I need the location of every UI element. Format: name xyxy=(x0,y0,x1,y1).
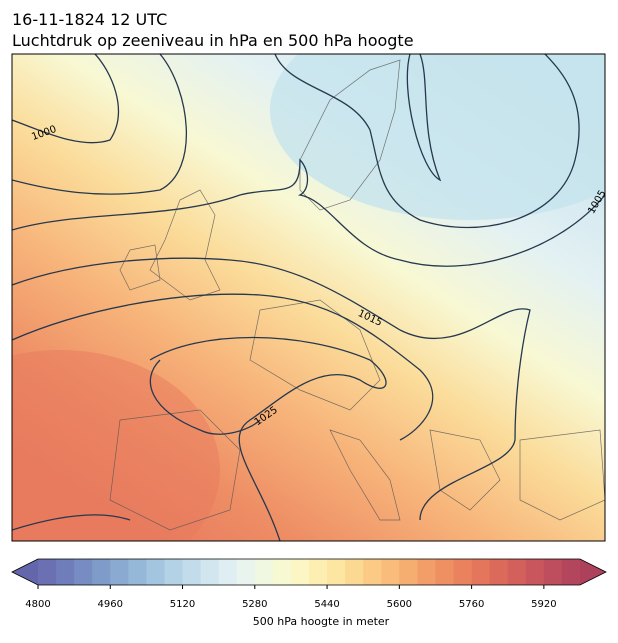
colorbar-bin xyxy=(399,559,418,585)
colorbar-bin xyxy=(507,559,527,585)
colorbar-bin xyxy=(471,559,491,585)
colorbar-under xyxy=(12,559,38,585)
colorbar-bin xyxy=(254,559,274,585)
colorbar-bin xyxy=(164,559,184,585)
colorbar-bin xyxy=(435,559,455,585)
colorbar-bin xyxy=(200,559,220,585)
colorbar-bin xyxy=(236,559,256,585)
high-height-area xyxy=(12,350,220,541)
colorbar-bin xyxy=(543,559,563,585)
colorbar-bin xyxy=(128,559,147,585)
map xyxy=(12,54,605,541)
colorbar-bin xyxy=(92,559,111,585)
colorbar-bin xyxy=(309,559,328,585)
colorbar: 4800 4960 5120 5280 5440 5600 5760 5920 500 hPa … xyxy=(11,558,607,628)
colorbar-tick-label: 5920 xyxy=(531,599,556,610)
colorbar-tick-label: 5440 xyxy=(314,599,339,610)
subtitle: Luchtdruk op zeeniveau in hPa en 500 hPa… xyxy=(12,31,414,50)
colorbar-tick-label: 5600 xyxy=(387,599,412,610)
colorbar-bin xyxy=(182,559,202,585)
colorbar-tick-label: 5120 xyxy=(170,599,195,610)
colorbar-tick-label: 5760 xyxy=(459,599,484,610)
colorbar-bin xyxy=(345,559,364,585)
colorbar-bin xyxy=(381,559,400,585)
colorbar-tick-label: 5280 xyxy=(242,599,267,610)
colorbar-bin xyxy=(489,559,509,585)
title: 16-11-1824 12 UTC xyxy=(12,10,167,29)
colorbar-bin xyxy=(272,559,292,585)
colorbar-bin xyxy=(453,559,473,585)
colorbar-bin xyxy=(146,559,165,585)
colorbar-bin xyxy=(417,559,436,585)
colorbar-label: 500 hPa hoogte in meter xyxy=(253,615,390,628)
map-frame xyxy=(11,53,606,542)
colorbar-bin xyxy=(38,559,57,585)
coastlines xyxy=(109,59,605,531)
colorbar-bin xyxy=(74,559,93,585)
colorbar-over xyxy=(580,559,606,585)
low-height-area xyxy=(270,54,605,220)
colorbar-bin xyxy=(525,559,545,585)
colorbar-frame xyxy=(11,558,607,586)
colorbar-bin xyxy=(290,559,310,585)
colorbar-bin xyxy=(56,559,75,585)
colorbar-bin xyxy=(110,559,129,585)
colorbar-bin xyxy=(561,559,581,585)
isobars xyxy=(12,54,605,541)
colorbar-bin xyxy=(327,559,346,585)
colorbar-tick-label: 4960 xyxy=(98,599,123,610)
colorbar-bin xyxy=(363,559,382,585)
colorbar-bin xyxy=(218,559,238,585)
colorbar-tick-label: 4800 xyxy=(25,599,50,610)
